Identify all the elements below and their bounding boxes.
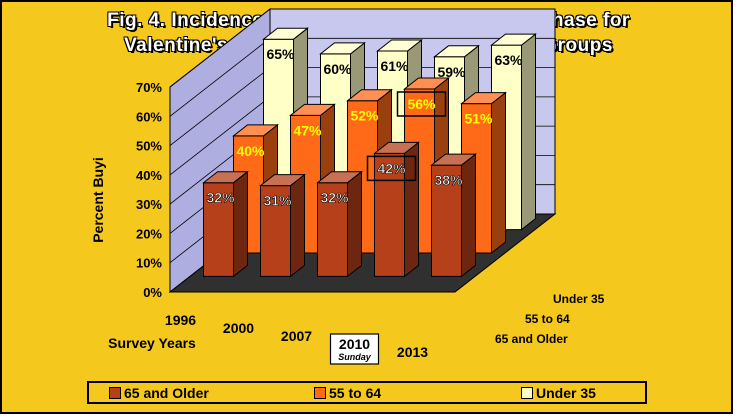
- highlight-box-year: [329, 333, 380, 365]
- bar-top: [376, 39, 423, 52]
- data-label: 59%: [437, 64, 466, 80]
- data-label: 32%: [320, 190, 349, 206]
- data-label: 31%: [263, 193, 292, 209]
- bar-top: [319, 42, 366, 55]
- data-label: 32%: [206, 190, 235, 206]
- bar-top: [316, 171, 363, 184]
- bar-top: [202, 171, 249, 184]
- bar-side: [521, 33, 536, 231]
- highlight-box: [366, 155, 417, 182]
- legend-item: 65 and Older: [109, 385, 209, 401]
- bar-side: [491, 91, 506, 255]
- bar-side: [233, 170, 248, 278]
- legend-label: 55 to 64: [329, 385, 382, 401]
- x-tick-note: Sunday: [338, 352, 372, 362]
- data-label: 42%: [377, 160, 406, 176]
- x-axis-label: Survey Years: [108, 335, 196, 351]
- legend-swatch: [521, 387, 533, 399]
- bar-top: [259, 174, 306, 187]
- data-label: 38%: [434, 172, 463, 188]
- data-label: 56%: [407, 96, 436, 112]
- data-label: 63%: [494, 52, 523, 68]
- bar-65-and-older-2000: 31%: [259, 173, 306, 278]
- bar-65-and-older-2007: 32%: [316, 170, 363, 278]
- bar-65-and-older-2013: 38%: [430, 153, 477, 278]
- legend-item: 55 to 64: [314, 385, 381, 401]
- bar-top: [232, 124, 279, 137]
- bar-top: [373, 141, 420, 154]
- legend-item: Under 35: [521, 385, 596, 401]
- data-label: 47%: [293, 122, 322, 138]
- bar-side: [461, 153, 476, 278]
- y-tick-label: 10%: [136, 256, 162, 271]
- y-tick-label: 20%: [136, 226, 162, 241]
- y-tick-label: 0%: [143, 285, 162, 300]
- y-tick-label: 40%: [136, 168, 162, 183]
- bar-side: [347, 170, 362, 278]
- depth-label: Under 35: [553, 292, 605, 306]
- y-tick-label: 50%: [136, 139, 162, 154]
- bar-top: [346, 89, 393, 102]
- data-label: 60%: [323, 61, 352, 77]
- data-label: 61%: [380, 58, 409, 74]
- legend: 65 and Older 55 to 64 Under 35: [87, 381, 647, 404]
- bar-top: [403, 77, 450, 90]
- y-tick-label: 70%: [136, 80, 162, 95]
- bar-top: [430, 153, 477, 166]
- bar-side: [404, 141, 419, 278]
- data-label: 40%: [236, 143, 265, 159]
- bar-top: [289, 103, 336, 116]
- bar-under-35-2013: 63%: [490, 33, 537, 231]
- legend-swatch: [314, 387, 326, 399]
- y-tick-label: 60%: [136, 109, 162, 124]
- legend-swatch: [109, 387, 121, 399]
- x-tick-label-2007: 2007: [281, 328, 312, 344]
- x-tick-label-2010: 2010: [339, 336, 370, 352]
- bar-65-and-older-1996: 32%: [202, 170, 249, 278]
- y-tick-label: 30%: [136, 197, 162, 212]
- legend-label: 65 and Older: [124, 385, 209, 401]
- bar-top: [262, 27, 309, 40]
- highlight-box: [396, 91, 447, 117]
- data-label: 51%: [464, 111, 493, 127]
- bar-top: [490, 33, 537, 46]
- gridline: [169, 8, 555, 88]
- y-axis-label: Percent Buyi: [90, 157, 106, 243]
- x-tick-label-2013: 2013: [397, 344, 428, 360]
- bar-side: [290, 173, 305, 278]
- depth-label: 55 to 64: [525, 312, 570, 326]
- legend-label: Under 35: [536, 385, 596, 401]
- x-tick-label-1996: 1996: [165, 312, 196, 328]
- data-label: 65%: [266, 46, 295, 62]
- bar-65-and-older-2010: 42%: [366, 141, 420, 278]
- x-tick-label-2000: 2000: [223, 320, 254, 336]
- bar-top: [433, 45, 480, 58]
- bar-top: [460, 92, 507, 105]
- depth-label: 65 and Older: [495, 332, 568, 346]
- data-label: 52%: [350, 108, 379, 124]
